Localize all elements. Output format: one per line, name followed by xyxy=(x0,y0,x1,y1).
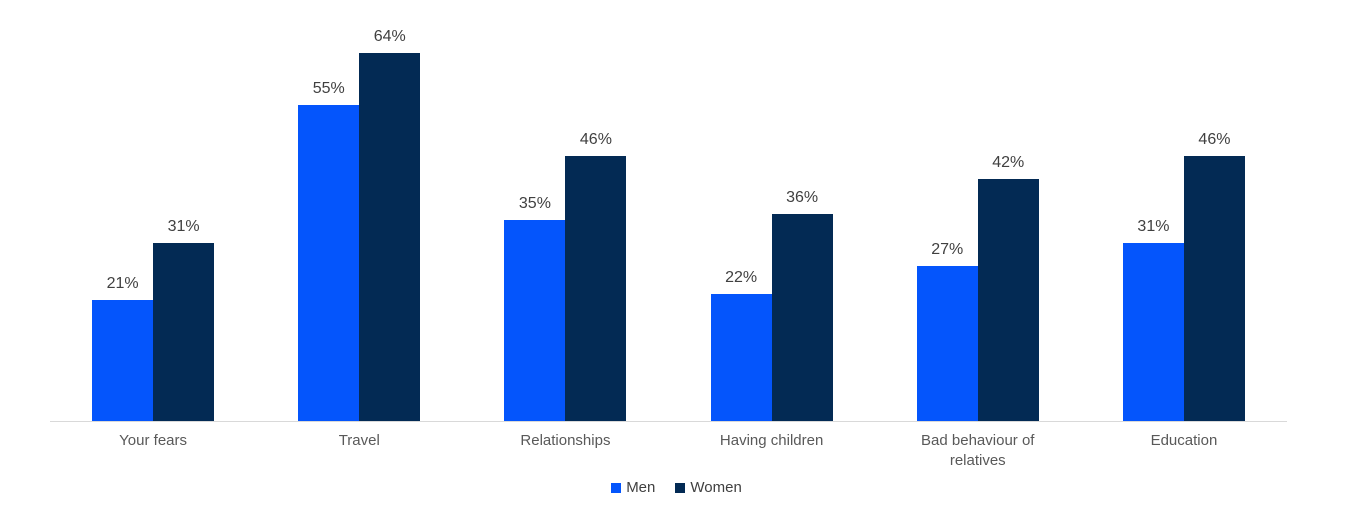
bar-value-label: 55% xyxy=(312,80,345,97)
bar-men xyxy=(710,294,772,421)
bar-men xyxy=(916,266,978,421)
bar-women xyxy=(565,156,627,421)
category-label: Bad behaviour of relatives xyxy=(921,432,1035,469)
bar-column-women: 64% xyxy=(359,28,421,421)
bar-group: 31% 46% xyxy=(1081,0,1287,421)
bar-column-women: 46% xyxy=(565,131,627,421)
bar-men xyxy=(92,300,154,421)
bar-women xyxy=(153,243,215,421)
bar-men xyxy=(1122,243,1184,421)
legend-label-men: Men xyxy=(626,479,656,496)
legend-label-women: Women xyxy=(690,479,742,496)
bar-group: 27% 42% xyxy=(875,0,1081,421)
category-label: Having children xyxy=(719,432,824,449)
bar-group: 35% 46% xyxy=(462,0,668,421)
bar-men xyxy=(298,105,360,421)
category-label: Your fears xyxy=(119,432,187,449)
bar-group: 22% 36% xyxy=(669,0,875,421)
bar-column-women: 42% xyxy=(977,154,1039,421)
bar-value-label: 22% xyxy=(725,269,758,286)
bar-column-men: 55% xyxy=(298,80,360,421)
bar-column-men: 21% xyxy=(92,275,154,421)
bar-women xyxy=(1183,156,1245,421)
bar-value-label: 35% xyxy=(518,195,551,212)
bar-value-label: 21% xyxy=(106,275,139,292)
bar-women xyxy=(977,179,1039,421)
plot-area: 21% 31% 55% 64% 35% 46% 22% 36% 27% 42% 31% 46% xyxy=(50,0,1287,422)
bar-women xyxy=(359,53,421,421)
bar-value-label: 27% xyxy=(931,241,964,258)
bar-value-label: 42% xyxy=(992,154,1025,171)
category-label: Education xyxy=(1150,432,1218,449)
bar-value-label: 36% xyxy=(786,189,819,206)
bar-value-label: 31% xyxy=(167,218,200,235)
legend-item-women: Women xyxy=(675,479,742,496)
bar-column-men: 22% xyxy=(710,269,772,421)
legend-swatch-men xyxy=(611,482,622,493)
category-label: Relationships xyxy=(520,432,611,449)
legend-item-men: Men xyxy=(611,479,655,496)
legend-swatch-women xyxy=(675,482,686,493)
category-label: Travel xyxy=(338,432,380,449)
bar-women xyxy=(771,214,833,421)
bar-value-label: 31% xyxy=(1137,218,1170,235)
bar-column-men: 27% xyxy=(916,241,978,421)
bar-value-label: 46% xyxy=(1198,131,1231,148)
bar-value-label: 46% xyxy=(579,131,612,148)
bar-group: 55% 64% xyxy=(256,0,462,421)
bar-column-women: 36% xyxy=(771,189,833,421)
bar-column-women: 46% xyxy=(1183,131,1245,421)
legend: Men Women xyxy=(0,479,1353,496)
category-axis: Your fears Travel Relationships Having chil… xyxy=(50,422,1287,470)
bar-column-men: 31% xyxy=(1122,218,1184,421)
bar-value-label: 64% xyxy=(373,28,406,45)
bar-column-men: 35% xyxy=(504,195,566,421)
bar-column-women: 31% xyxy=(153,218,215,421)
bar-group: 21% 31% xyxy=(50,0,256,421)
bar-men xyxy=(504,220,566,421)
